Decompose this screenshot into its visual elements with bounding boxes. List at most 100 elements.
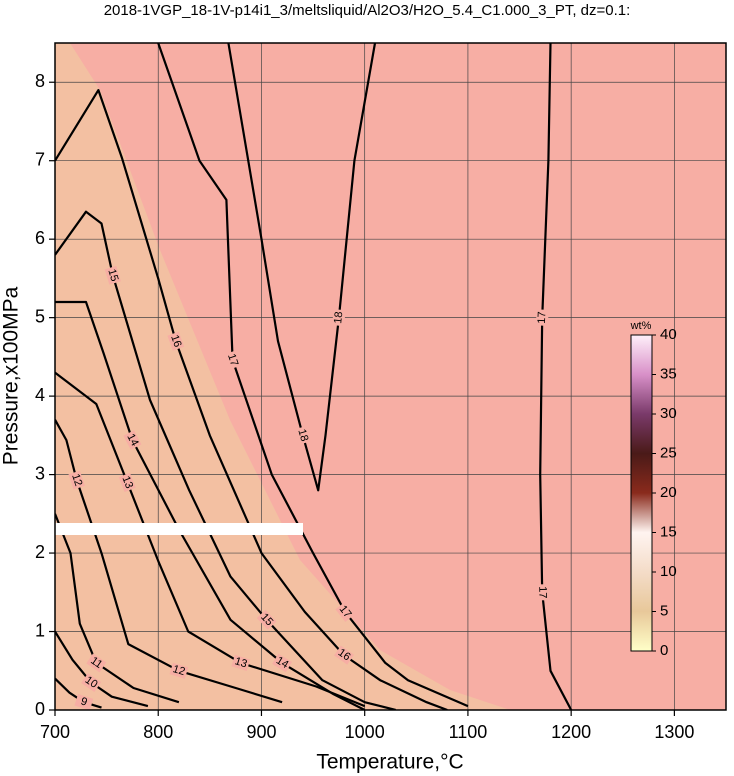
contour-label-bg	[81, 673, 102, 693]
contour-label: 17	[536, 311, 548, 324]
contour-label-group: 9	[74, 694, 94, 710]
plot-frame	[54, 42, 727, 711]
contour-line	[539, 43, 573, 710]
contour-label: 17	[536, 586, 548, 598]
colorbar-tick-label: 0	[660, 642, 668, 659]
contour-label: 17	[225, 352, 240, 367]
contour-label-group: 13	[231, 654, 251, 672]
contour-label-bg	[169, 662, 189, 679]
x-tick-label: 900	[246, 722, 276, 742]
contour-label-bg	[86, 653, 107, 673]
contour-label: 12	[171, 663, 186, 678]
chart-title: 2018-1VGP_18-1V-p14i1_3/meltsliquid/Al2O…	[104, 2, 631, 19]
x-tick-label: 700	[40, 722, 70, 742]
colorbar-tick-label: 30	[660, 405, 677, 422]
contour-line	[55, 677, 102, 709]
contour-label-bg	[256, 609, 277, 630]
contour-label: 18	[332, 311, 345, 324]
contour-line	[55, 419, 283, 704]
lower-region	[55, 43, 510, 710]
mask-bar	[55, 523, 303, 535]
contour-label: 18	[295, 428, 310, 443]
contour-label-bg	[224, 350, 241, 370]
contour-label: 15	[105, 268, 120, 283]
colorbar-tick-label: 15	[660, 523, 677, 540]
contour-label-bg	[334, 645, 355, 665]
contour-label-bg	[294, 426, 311, 445]
colorbar-tick-label: 5	[660, 602, 668, 619]
colorbar-tick-label: 10	[660, 563, 677, 580]
contour-label-group: 17	[335, 601, 355, 622]
contour-label: 13	[120, 475, 136, 491]
colorbar-label: wt%	[630, 320, 652, 332]
contour-label-group: 16	[167, 331, 185, 351]
contour-label-group: 15	[256, 609, 277, 630]
contour-label: 16	[168, 333, 183, 349]
contour-label-bg	[272, 653, 293, 673]
contour-line	[55, 89, 448, 710]
contour-label-group: 18	[294, 426, 311, 445]
contour-line	[157, 43, 469, 708]
y-tick-label: 2	[35, 542, 45, 562]
contour-label: 16	[336, 647, 353, 664]
x-tick-label: 800	[143, 722, 173, 742]
contour-label: 14	[124, 432, 140, 448]
y-tick-label: 8	[35, 71, 45, 91]
contour-label: 13	[233, 655, 248, 670]
contour-label-bg	[231, 654, 251, 672]
contour-label-group: 16	[334, 645, 355, 665]
contour-label-group: 13	[118, 472, 136, 493]
contour-label-bg	[74, 694, 94, 710]
contour-label-group: 17	[535, 309, 549, 326]
contour-label: 9	[79, 695, 88, 708]
contour-label-bg	[536, 584, 549, 601]
contour-label-bg	[535, 309, 549, 326]
contour-label-group: 10	[81, 673, 102, 693]
contour-label-bg	[118, 472, 136, 493]
contour-label-bg	[104, 265, 121, 285]
y-tick-label: 5	[35, 306, 45, 326]
contour-label-group: 14	[123, 430, 142, 450]
contour-label-bg	[123, 430, 142, 450]
contour-label-group: 17	[536, 584, 549, 601]
y-axis-label: Pressure,x100MPa	[0, 286, 23, 465]
x-axis-label: Temperature,°C	[316, 751, 463, 774]
x-tick-label: 1200	[551, 722, 591, 742]
contour-label-bg	[68, 470, 85, 490]
colorbar-tick-label: 25	[660, 444, 677, 461]
contour-label-group: 14	[272, 653, 293, 673]
x-tick-label: 1300	[654, 722, 694, 742]
contour-line	[227, 43, 377, 492]
y-tick-label: 6	[35, 228, 45, 248]
contour-label: 17	[337, 603, 354, 620]
y-tick-label: 3	[35, 463, 45, 483]
contour-label-group: 12	[68, 470, 85, 490]
y-tick-label: 0	[35, 699, 45, 719]
colorbar-tick-label: 40	[660, 326, 677, 343]
x-tick-label: 1100	[449, 722, 488, 742]
x-tick-label: 1000	[345, 722, 385, 742]
contour-label: 14	[274, 655, 291, 672]
contour-label-group: 17	[224, 350, 241, 370]
contour-line	[55, 371, 366, 708]
y-tick-label: 1	[35, 620, 45, 640]
contour-label-bg	[167, 331, 185, 351]
colorbar-tick-label: 20	[660, 484, 677, 501]
contour-label-group: 18	[332, 309, 346, 327]
contour-label-group: 12	[169, 662, 189, 679]
y-tick-label: 4	[35, 385, 45, 405]
contour-label-group: 15	[104, 265, 121, 285]
contour-line	[55, 210, 396, 710]
contour-line	[55, 513, 180, 704]
contour-label: 11	[88, 655, 104, 671]
contour-label-group: 11	[86, 653, 107, 673]
plot-area: 17 17 18 18 17 17 16 16 15 15 14 14 13 13 12 12 11 10 9	[55, 43, 726, 710]
colorbar-tick-label: 35	[660, 365, 677, 382]
contour-label-bg	[335, 601, 355, 622]
contour-label: 10	[83, 674, 100, 691]
colorbar	[630, 334, 653, 652]
contour-label-bg	[332, 309, 346, 327]
y-tick-label: 7	[35, 149, 45, 169]
contour-label: 12	[69, 472, 84, 487]
